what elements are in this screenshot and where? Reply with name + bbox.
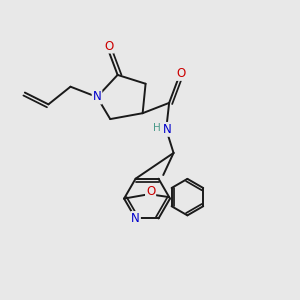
Text: N: N: [163, 123, 172, 136]
Text: N: N: [131, 212, 140, 225]
Text: O: O: [104, 40, 113, 52]
Text: O: O: [176, 67, 185, 80]
Text: H: H: [154, 123, 161, 133]
Text: O: O: [146, 185, 155, 198]
Text: N: N: [93, 91, 101, 103]
